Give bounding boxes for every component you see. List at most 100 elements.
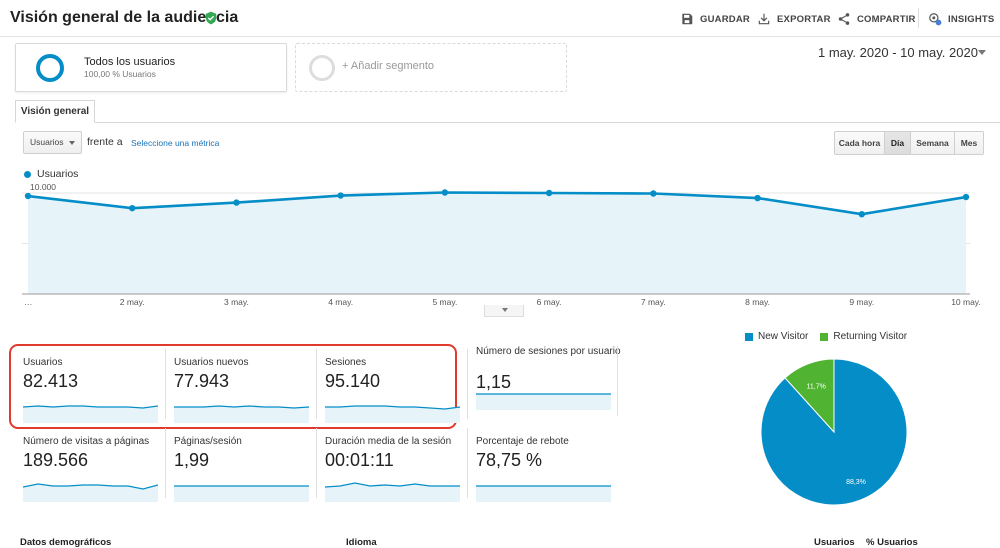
scorecard-1[interactable]: Usuarios nuevos 77.943 (174, 357, 320, 435)
date-range-picker[interactable]: 1 may. 2020 - 10 may. 2020 (818, 45, 978, 60)
tab-overview[interactable]: Visión general (15, 100, 95, 123)
pie-legend: New Visitor Returning Visitor (745, 331, 907, 342)
export-label: EXPORTAR (777, 13, 831, 25)
select-metric-link[interactable]: Seleccione una métrica (131, 138, 220, 148)
legend-item-label: New Visitor (758, 331, 809, 342)
scorecard-label: Porcentaje de rebote (476, 436, 569, 447)
scorecard-4[interactable]: Número de visitas a páginas 189.566 (23, 436, 169, 514)
period-week-button[interactable]: Semana (911, 132, 955, 154)
legend-marker (24, 171, 31, 178)
data-point[interactable] (545, 189, 553, 197)
x-tick-label: 2 may. (120, 297, 145, 307)
add-segment-label: + Añadir segmento (342, 60, 435, 72)
scorecard-value: 78,75 % (476, 450, 543, 470)
save-label: GUARDAR (700, 13, 750, 25)
insights-label: INSIGHTS (948, 13, 995, 25)
scorecard-0[interactable]: Usuarios 82.413 (23, 357, 169, 435)
legend-item-new-visitor: New Visitor (745, 331, 808, 342)
scorecard-5[interactable]: Páginas/sesión 1,99 (174, 436, 320, 514)
scorecard-label: Duración media de la sesión (325, 436, 452, 447)
data-point[interactable] (650, 190, 657, 197)
scorecard-7[interactable]: Porcentaje de rebote 78,75 % (476, 436, 622, 514)
sparkline (23, 483, 158, 502)
tab-bar-divider (15, 122, 1000, 123)
sparkline (174, 405, 309, 423)
demographics-heading: Datos demográficos (20, 537, 112, 548)
pie-slice-returning-visitor[interactable] (784, 358, 835, 434)
download-icon (758, 13, 770, 25)
series-line (27, 191, 967, 216)
pie-slice-label: 88,3% (846, 479, 866, 486)
scorecard-2[interactable]: Sesiones 95.140 (325, 357, 471, 435)
data-point[interactable] (337, 192, 344, 199)
scorecard-divider (165, 349, 166, 419)
scorecard-value: 82.413 (23, 371, 79, 391)
x-tick-label: 4 may. (328, 297, 353, 307)
data-point[interactable] (441, 189, 449, 196)
period-month-button[interactable]: Mes (955, 132, 983, 154)
scorecard-6[interactable]: Duración media de la sesión 00:01:11 (325, 436, 471, 514)
visitor-type-pie-chart: 88,3% 11,7% (760, 358, 908, 506)
scorecard-value: 189.566 (23, 450, 89, 470)
scorecard-divider (617, 346, 618, 416)
share-label: COMPARTIR (857, 13, 916, 25)
export-button[interactable]: EXPORTAR (757, 10, 831, 28)
scorecard-label: Sesiones (325, 357, 367, 368)
legend-item-returning-visitor: Returning Visitor (820, 331, 907, 342)
language-heading: Idioma (346, 537, 377, 548)
data-point[interactable] (754, 194, 761, 202)
page-title: Visión general de la audiencia (10, 9, 239, 26)
scorecard-divider (467, 349, 468, 419)
scorecard-label: Usuarios nuevos (174, 357, 249, 368)
segment-color-ring-icon (36, 54, 64, 82)
insights-icon (929, 13, 942, 26)
sparkline (325, 405, 460, 423)
save-button[interactable]: GUARDAR (680, 10, 750, 28)
add-segment-button[interactable]: + Añadir segmento (295, 43, 567, 92)
segment-all-users[interactable]: Todos los usuarios 100,00 % Usuarios (15, 43, 287, 92)
x-tick-label: 5 may. (432, 297, 457, 307)
scorecard-divider (316, 349, 317, 419)
data-point[interactable] (962, 193, 970, 201)
save-icon (682, 13, 693, 25)
scorecard-label: Número de visitas a páginas (23, 436, 150, 447)
legend-item-label: Returning Visitor (833, 331, 908, 342)
x-tick-label: 6 may. (537, 297, 562, 307)
sparkline (325, 482, 460, 502)
period-hourly-button[interactable]: Cada hora (835, 132, 885, 154)
scorecard-label: Páginas/sesión (174, 436, 242, 447)
scorecard-3[interactable]: Número de sesiones por usuario 1,15 (476, 346, 622, 424)
chevron-down-icon (502, 308, 508, 312)
x-tick-label: 10 may. (951, 297, 981, 307)
metric-dropdown-value: Usuarios (30, 137, 64, 147)
scorecard-divider (316, 428, 317, 498)
data-point[interactable] (129, 204, 136, 212)
metric-dropdown[interactable]: Usuarios (23, 131, 82, 154)
x-tick-label: 8 may. (745, 297, 770, 307)
data-point[interactable] (858, 211, 865, 218)
share-button[interactable]: COMPARTIR (837, 10, 916, 28)
segment-percent: 100,00 % Usuarios (84, 69, 156, 79)
scorecard-value: 1,99 (174, 450, 210, 470)
versus-label: frente a (87, 136, 123, 148)
sparkline (476, 485, 611, 502)
scorecard-value: 95.140 (325, 371, 381, 391)
chart-collapse-handle[interactable] (484, 305, 524, 317)
scorecard-divider (467, 428, 468, 498)
x-tick-label: 3 may. (224, 297, 249, 307)
chevron-down-icon[interactable] (978, 50, 986, 55)
data-point[interactable] (233, 199, 240, 206)
data-point[interactable] (24, 192, 32, 200)
chevron-down-icon (69, 141, 75, 145)
legend-swatch (820, 332, 829, 341)
y-tick-label: 10.000 (30, 182, 56, 192)
period-day-button[interactable]: Día (885, 132, 911, 154)
insights-button[interactable]: INSIGHTS (928, 10, 994, 28)
scorecard-value: 77.943 (174, 371, 230, 391)
share-icon (838, 13, 850, 25)
scorecard-label: Número de sesiones por usuario (476, 346, 621, 357)
sparkline (23, 405, 158, 423)
empty-segment-ring-icon (309, 55, 335, 81)
segment-name: Todos los usuarios (84, 56, 176, 68)
period-toggle: Cada hora Día Semana Mes (834, 131, 984, 155)
